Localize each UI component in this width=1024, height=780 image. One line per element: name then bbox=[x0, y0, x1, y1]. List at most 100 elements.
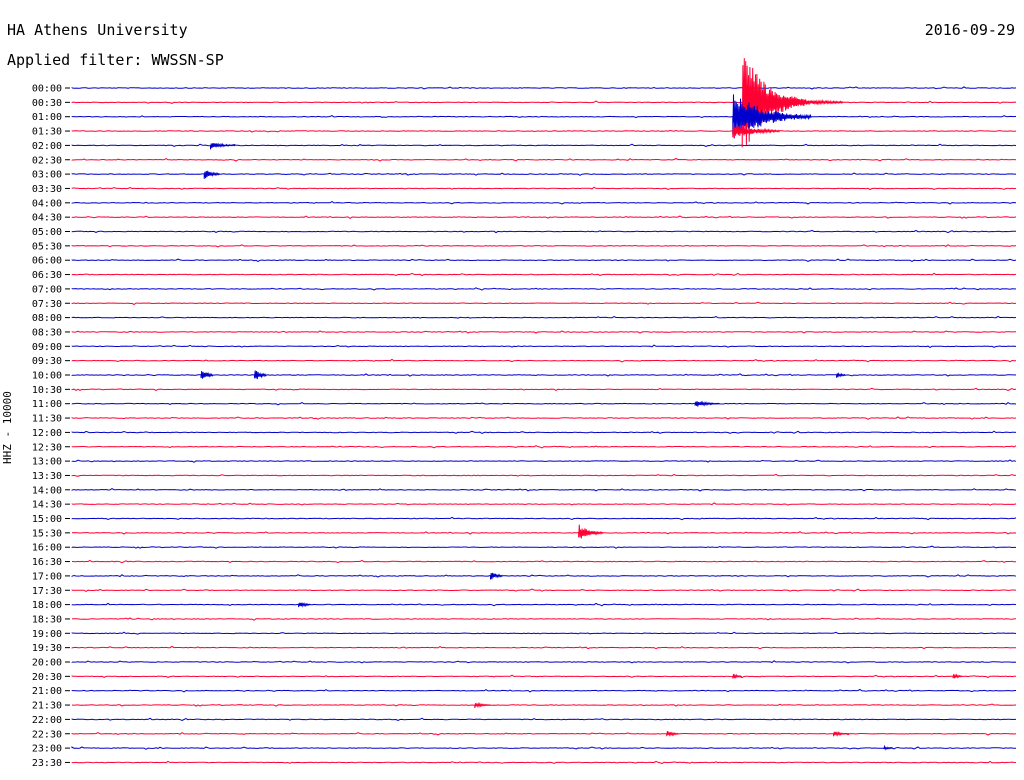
trace-line bbox=[71, 315, 1017, 319]
trace-line bbox=[71, 746, 1016, 750]
trace-line bbox=[71, 272, 1017, 277]
trace-line bbox=[71, 115, 1017, 119]
trace-line bbox=[71, 258, 1017, 262]
trace-line bbox=[71, 660, 1017, 664]
trace-line bbox=[71, 703, 1017, 707]
seismic-event bbox=[836, 372, 846, 378]
trace-line bbox=[71, 688, 1017, 693]
row-time-label: 07:30 bbox=[32, 299, 62, 310]
seismic-event bbox=[833, 730, 850, 737]
filter-label: Applied filter: WWSSN-SP bbox=[7, 51, 224, 69]
row-time-label: 15:30 bbox=[32, 528, 62, 539]
trace-line bbox=[71, 287, 1017, 291]
row-time-label: 13:00 bbox=[32, 457, 62, 468]
trace-line bbox=[71, 201, 1017, 205]
row-time-label: 05:00 bbox=[32, 227, 62, 238]
row-time-label: 22:00 bbox=[32, 715, 62, 726]
trace-line bbox=[71, 430, 1017, 434]
trace-line bbox=[71, 129, 1017, 133]
trace-line bbox=[71, 717, 1016, 722]
trace-line bbox=[71, 401, 1017, 406]
seismic-event bbox=[200, 370, 214, 379]
row-time-label: 13:30 bbox=[32, 471, 62, 482]
trace-line bbox=[71, 516, 1017, 521]
row-time-label: 23:00 bbox=[32, 744, 62, 755]
row-time-label: 21:00 bbox=[32, 686, 62, 697]
trace-line bbox=[71, 373, 1017, 377]
row-time-label: 17:30 bbox=[32, 586, 62, 597]
row-time-label: 09:30 bbox=[32, 356, 62, 367]
seismic-event bbox=[490, 572, 503, 580]
row-time-label: 09:00 bbox=[32, 342, 62, 353]
seismic-event bbox=[203, 170, 220, 179]
trace-line bbox=[71, 645, 1016, 650]
row-time-label: 21:30 bbox=[32, 701, 62, 712]
trace-line bbox=[71, 545, 1016, 549]
row-time-label: 23:30 bbox=[32, 758, 62, 769]
row-time-label: 04:00 bbox=[32, 198, 62, 209]
row-time-label: 20:30 bbox=[32, 672, 62, 683]
row-time-label: 19:30 bbox=[32, 643, 62, 654]
row-time-label: 01:00 bbox=[32, 112, 62, 123]
row-time-label: 02:00 bbox=[32, 141, 62, 152]
row-time-label: 16:00 bbox=[32, 543, 62, 554]
row-time-label: 08:30 bbox=[32, 327, 62, 338]
row-time-label: 14:00 bbox=[32, 485, 62, 496]
seismic-event bbox=[732, 94, 812, 139]
seismic-event bbox=[732, 673, 743, 680]
row-time-label: 12:30 bbox=[32, 442, 62, 453]
row-time-label: 02:30 bbox=[32, 155, 62, 166]
trace-line bbox=[71, 215, 1017, 220]
seismic-event bbox=[254, 370, 267, 380]
seismic-event bbox=[952, 673, 963, 679]
seismic-event bbox=[578, 524, 604, 539]
row-time-label: 16:30 bbox=[32, 557, 62, 568]
trace-line bbox=[71, 301, 1017, 306]
row-time-label: 04:30 bbox=[32, 213, 62, 224]
trace-line bbox=[71, 731, 1017, 736]
trace-line bbox=[71, 330, 1017, 334]
row-time-label: 10:00 bbox=[32, 371, 62, 382]
row-time-label: 07:00 bbox=[32, 284, 62, 295]
station-title: HA Athens University bbox=[7, 21, 188, 39]
row-time-label: 00:00 bbox=[32, 84, 62, 95]
seismic-event bbox=[666, 730, 679, 737]
trace-line bbox=[71, 459, 1017, 463]
row-time-label: 00:30 bbox=[32, 98, 62, 109]
row-time-label: 15:00 bbox=[32, 514, 62, 525]
row-time-label: 01:30 bbox=[32, 127, 62, 138]
row-time-label: 22:30 bbox=[32, 729, 62, 740]
seismic-event bbox=[732, 122, 781, 138]
trace-line bbox=[71, 172, 1016, 176]
trace-line bbox=[71, 588, 1017, 592]
trace-line bbox=[71, 531, 1017, 535]
row-time-label: 05:30 bbox=[32, 241, 62, 252]
trace-line bbox=[71, 416, 1017, 420]
row-time-label: 06:00 bbox=[32, 256, 62, 267]
row-time-label: 11:00 bbox=[32, 399, 62, 410]
row-time-label: 03:30 bbox=[32, 184, 62, 195]
trace-line bbox=[71, 473, 1017, 477]
seismic-event bbox=[694, 400, 720, 407]
seismic-event bbox=[763, 94, 844, 113]
trace-line bbox=[71, 488, 1017, 492]
trace-line bbox=[71, 445, 1017, 449]
trace-line bbox=[71, 617, 1017, 621]
date-label: 2016-09-29 bbox=[924, 21, 1015, 39]
row-time-label: 12:00 bbox=[32, 428, 62, 439]
row-time-label: 10:30 bbox=[32, 385, 62, 396]
seismic-event bbox=[883, 744, 894, 751]
trace-line bbox=[71, 86, 1017, 90]
trace-line bbox=[71, 387, 1017, 392]
trace-line bbox=[71, 502, 1017, 506]
trace-line bbox=[71, 100, 1017, 104]
row-time-label: 14:30 bbox=[32, 500, 62, 511]
row-time-label: 11:30 bbox=[32, 414, 62, 425]
trace-line bbox=[71, 631, 1017, 635]
row-time-label: 08:00 bbox=[32, 313, 62, 324]
seismic-event bbox=[210, 142, 236, 150]
row-time-label: 03:00 bbox=[32, 170, 62, 181]
trace-line bbox=[71, 559, 1017, 564]
trace-line bbox=[71, 574, 1017, 578]
seismic-event bbox=[474, 702, 491, 709]
